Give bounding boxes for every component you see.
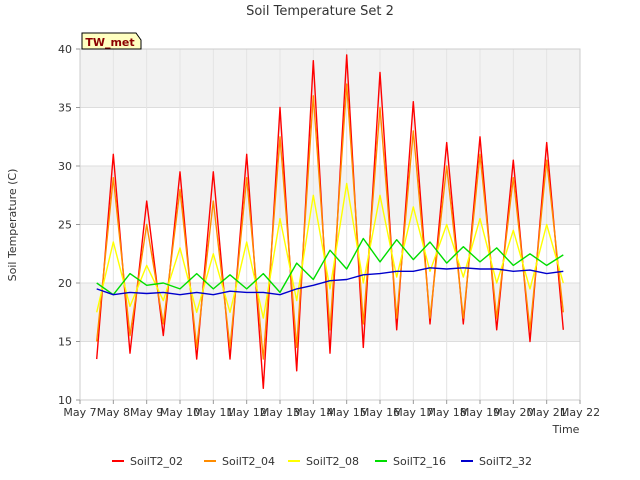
x-tick-label: May 12 xyxy=(227,406,267,419)
legend-label: SoilT2_04 xyxy=(222,455,275,468)
legend-item-SoilT2_32: SoilT2_32 xyxy=(461,455,532,468)
series-line-SoilT2_32 xyxy=(96,267,564,296)
legend-item-SoilT2_02: SoilT2_02 xyxy=(112,455,183,468)
legend: SoilT2_02 SoilT2_04 SoilT2_08 SoilT2_16 Soil… xyxy=(112,455,532,468)
x-tick-label: May 11 xyxy=(193,406,233,419)
x-tick-label: May 13 xyxy=(260,406,300,419)
legend-item-SoilT2_08: SoilT2_08 xyxy=(288,455,359,468)
legend-label: SoilT2_16 xyxy=(393,455,446,468)
x-tick-label: May 16 xyxy=(360,406,400,419)
x-tick-label: May 18 xyxy=(427,406,467,419)
grid-band xyxy=(80,283,580,342)
x-tick-label: May 7 xyxy=(63,406,96,419)
x-tick-label: May 8 xyxy=(97,406,130,419)
series-lines xyxy=(96,54,564,389)
series-line-SoilT2_04 xyxy=(96,83,564,360)
x-tick-label: May 22 xyxy=(560,406,600,419)
y-axis-label: Soil Temperature (C) xyxy=(6,169,19,282)
x-tick-label: May 21 xyxy=(527,406,567,419)
x-tick-label: May 10 xyxy=(160,406,200,419)
y-tick-label: 30 xyxy=(58,160,72,173)
x-tick-label: May 9 xyxy=(130,406,163,419)
grid-band xyxy=(80,49,580,108)
legend-label: SoilT2_32 xyxy=(479,455,532,468)
x-tick-label: May 17 xyxy=(393,406,433,419)
station-badge: TW_met xyxy=(81,32,142,50)
y-tick-label: 25 xyxy=(58,219,72,232)
x-axis-label: Time xyxy=(552,423,580,436)
grid-band xyxy=(80,166,580,225)
y-tick-label: 35 xyxy=(58,102,72,115)
legend-label: SoilT2_08 xyxy=(306,455,359,468)
series-line-SoilT2_02 xyxy=(96,54,564,389)
series-line-SoilT2_16 xyxy=(96,237,564,296)
legend-item-SoilT2_16: SoilT2_16 xyxy=(375,455,446,468)
legend-item-SoilT2_04: SoilT2_04 xyxy=(204,455,275,468)
y-tick-label: 40 xyxy=(58,43,72,56)
x-tick-label: May 14 xyxy=(293,406,333,419)
x-tick-label: May 19 xyxy=(460,406,500,419)
y-axis-ticks: 10 15 20 25 30 35 40 xyxy=(58,43,80,407)
y-tick-label: 10 xyxy=(58,394,72,407)
chart-title: Soil Temperature Set 2 xyxy=(246,4,394,19)
series-line-SoilT2_08 xyxy=(96,182,564,319)
x-tick-label: May 15 xyxy=(327,406,367,419)
y-tick-label: 15 xyxy=(58,336,72,349)
station-badge-label: TW_met xyxy=(85,36,134,49)
legend-label: SoilT2_02 xyxy=(130,455,183,468)
x-tick-label: May 20 xyxy=(493,406,533,419)
y-tick-label: 20 xyxy=(58,277,72,290)
